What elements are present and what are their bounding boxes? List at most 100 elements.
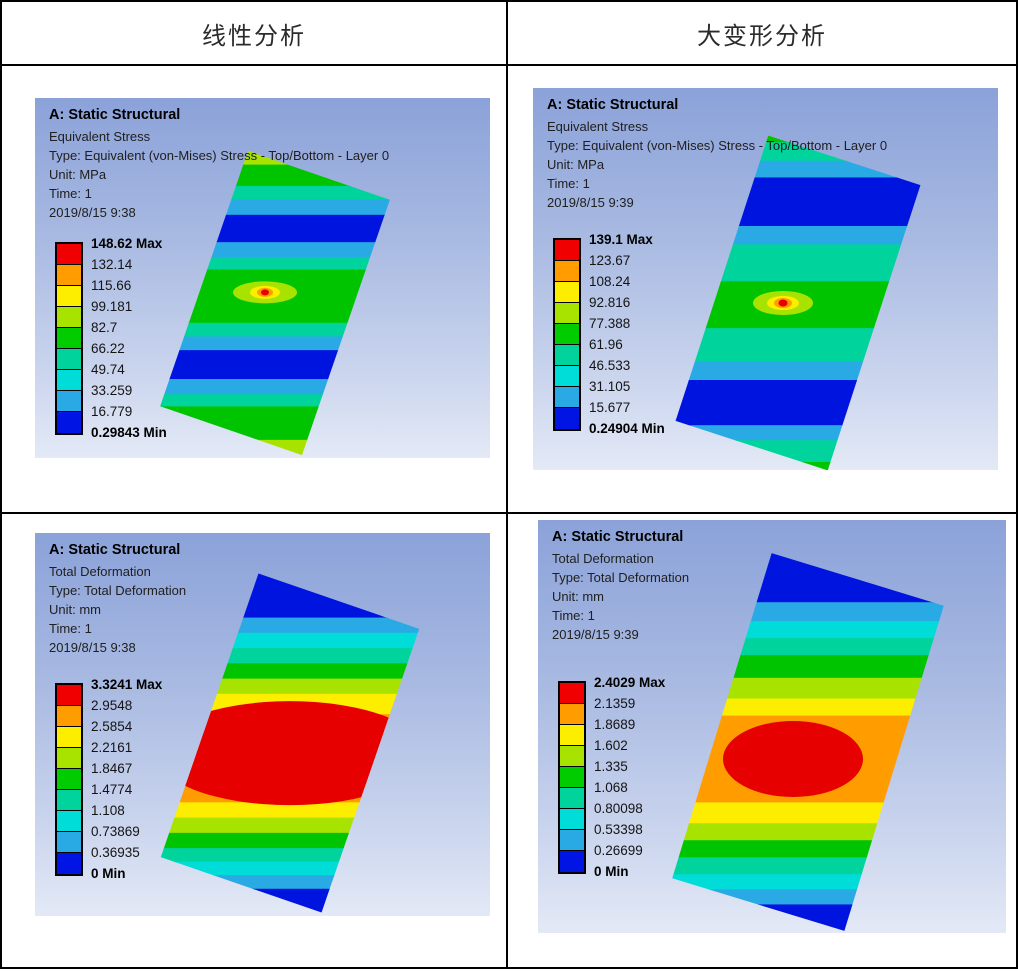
legend-color-band [560,851,584,872]
result-type: Type: Total Deformation [49,583,187,598]
contour-legend: 2.4029 Max 2.1359 1.8689 1.602 1.335 1.068 0.8… [558,675,748,896]
legend-colorbar [558,681,586,874]
header-cell-linear: 线性分析 [2,2,508,66]
legend-color-band [560,704,584,725]
legend-color-band [57,853,81,874]
legend-color-band [57,265,81,286]
contour-legend: 3.3241 Max 2.9548 2.5854 2.2161 1.8467 1.4774… [55,677,245,898]
legend-color-band [555,324,579,345]
legend-value: 1.108 [91,803,125,818]
legend-value: 1.602 [594,738,628,753]
legend-value: 1.335 [594,759,628,774]
legend-value: 2.9548 [91,698,133,713]
legend-value: 0.26699 [594,843,643,858]
legend-color-band [57,391,81,412]
ansys-viewport-deformation-linear: A: Static Structural Total Deformation T… [35,533,490,916]
legend-color-band [57,349,81,370]
legend-value: 3.3241 Max [91,677,163,692]
header-label-linear: 线性分析 [202,23,306,50]
legend-color-band [57,370,81,391]
legend-color-band [57,685,81,706]
legend-color-band [560,746,584,767]
legend-value: 16.779 [91,404,133,419]
result-time: Time: 1 [49,186,92,201]
ansys-viewport-stress-linear: A: Static Structural Equivalent Stress T… [35,98,490,458]
legend-value: 132.14 [91,257,133,272]
legend-value: 2.4029 Max [594,675,666,690]
legend-color-band [555,261,579,282]
legend-value: 115.66 [91,278,132,293]
contour-plot [675,135,921,470]
result-name: Equivalent Stress [547,119,649,134]
legend-color-band [555,303,579,324]
legend-value: 0.80098 [594,801,643,816]
legend-color-band [57,244,81,265]
legend-value: 123.67 [589,253,631,268]
result-time: Time: 1 [552,608,595,623]
legend-value: 1.068 [594,780,628,795]
result-type: Type: Equivalent (von-Mises) Stress - To… [49,148,390,163]
analysis-title: A: Static Structural [49,107,181,123]
result-time: Time: 1 [547,176,590,191]
legend-value: 0.36935 [91,845,140,860]
legend-color-band [57,769,81,790]
legend-color-band [57,706,81,727]
legend-colorbar [55,683,83,876]
legend-color-band [57,307,81,328]
result-name: Total Deformation [552,551,654,566]
legend-value: 108.24 [589,274,631,289]
legend-value: 66.22 [91,341,125,356]
contour-legend: 148.62 Max 132.14 115.66 99.181 82.7 66.22 49.… [55,236,245,457]
contour-plot [672,553,944,931]
cell-deformation-large-deformation: A: Static Structural Total Deformation T… [508,514,1016,967]
legend-color-band [57,286,81,307]
legend-value: 15.677 [589,400,631,415]
analysis-title: A: Static Structural [49,542,181,558]
result-date: 2019/8/15 9:38 [49,640,136,655]
result-type: Type: Total Deformation [552,570,690,585]
legend-color-band [57,790,81,811]
analysis-title: A: Static Structural [552,529,684,545]
result-unit: Unit: mm [49,602,101,617]
legend-color-band [57,412,81,433]
legend-value: 99.181 [91,299,133,314]
header-cell-large-deformation: 大变形分析 [508,2,1016,66]
legend-value: 2.5854 [91,719,133,734]
cell-deformation-linear: A: Static Structural Total Deformation T… [2,514,508,967]
legend-value: 31.105 [589,379,631,394]
legend-value: 82.7 [91,320,118,335]
ansys-viewport-stress-large-deformation: A: Static Structural Equivalent Stress T… [533,88,998,470]
legend-colorbar [553,238,581,431]
result-info-block: A: Static Structural Equivalent Stress T… [49,107,389,222]
legend-value: 1.8689 [594,717,636,732]
legend-color-band [555,387,579,408]
legend-value: 92.816 [589,295,631,310]
legend-color-band [57,811,81,832]
legend-value: 46.533 [589,358,631,373]
legend-color-band [57,832,81,853]
legend-value: 139.1 Max [589,232,653,247]
contour-plot [160,573,420,913]
legend-color-band [560,725,584,746]
analysis-title: A: Static Structural [547,97,679,113]
contour-legend: 139.1 Max 123.67 108.24 92.816 77.388 61.96 46… [553,232,743,453]
legend-value: 2.1359 [594,696,636,711]
legend-value: 0.73869 [91,824,140,839]
result-date: 2019/8/15 9:38 [49,205,136,220]
result-type: Type: Equivalent (von-Mises) Stress - To… [547,138,888,153]
result-info-block: A: Static Structural Total Deformation T… [552,529,689,644]
legend-color-band [560,767,584,788]
legend-color-band [560,830,584,851]
legend-value: 0.53398 [594,822,643,837]
legend-colorbar [55,242,83,435]
result-time: Time: 1 [49,621,92,636]
legend-value: 148.62 Max [91,236,163,251]
result-unit: Unit: MPa [547,157,605,172]
legend-color-band [57,748,81,769]
result-name: Equivalent Stress [49,129,151,144]
result-unit: Unit: mm [552,589,604,604]
legend-color-band [555,366,579,387]
legend-value: 33.259 [91,383,133,398]
